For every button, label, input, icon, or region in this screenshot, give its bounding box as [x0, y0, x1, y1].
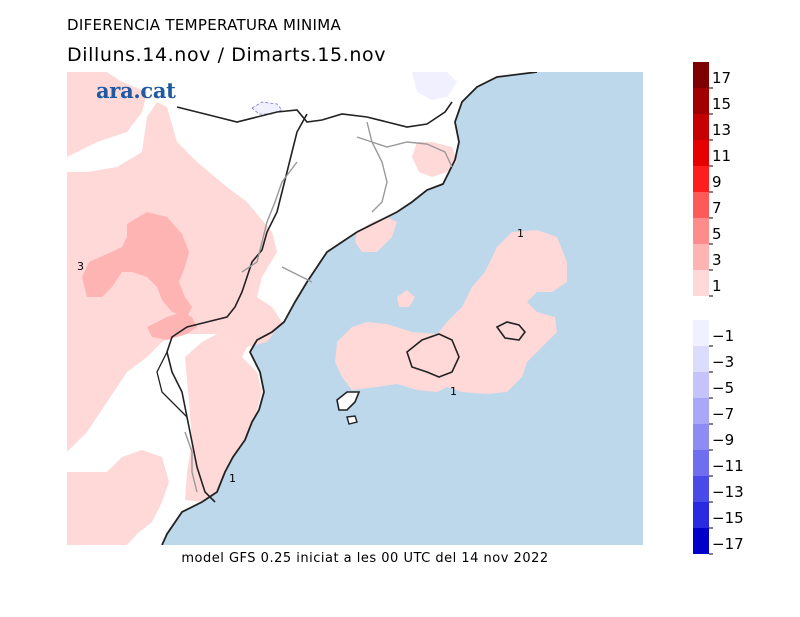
color-legend: 17 15 13 11 9 7 5 3 1 −1 −3 −5 −7 −9 −11 −13 −15 −17: [693, 62, 744, 555]
legend-swatch-positive-3: [693, 140, 709, 166]
legend-swatch-positive-5: [693, 192, 709, 218]
legend-swatch-negative-5: [693, 450, 709, 476]
legend-label-negative-0: −1: [712, 327, 734, 345]
anomaly-region-minus1-north: [412, 72, 457, 100]
legend-negative-scale: −1 −3 −5 −7 −9 −11 −13 −15 −17: [693, 320, 744, 555]
temperature-difference-map: 1 1 1 3: [67, 72, 643, 545]
anomaly-region-plus1-southwest: [67, 450, 169, 545]
contour-label-plus1-east: 1: [517, 227, 524, 240]
contour-label-plus1-south: 1: [450, 385, 457, 398]
border-catalonia-west: [166, 113, 308, 503]
legend-label-negative-2: −5: [712, 379, 734, 397]
legend-swatch-negative-1: [693, 346, 709, 372]
legend-swatch-negative-3: [693, 398, 709, 424]
model-caption: model GFS 0.25 iniciat a les 00 UTC del …: [181, 551, 549, 566]
legend-swatch-negative-4: [693, 424, 709, 450]
legend-swatch-negative-7: [693, 502, 709, 528]
coastline: [161, 72, 538, 545]
anomaly-region-plus1-north: [67, 72, 147, 157]
legend-label-positive-3: 11: [712, 147, 731, 165]
legend-label-positive-8: 1: [712, 277, 722, 295]
contour-label-plus3-west: 3: [77, 260, 84, 273]
legend-label-negative-1: −3: [712, 353, 734, 371]
legend-swatch-positive-2: [693, 114, 709, 140]
brand-logo: ara.cat: [96, 78, 176, 103]
anomaly-region-plus1-small: [397, 290, 415, 307]
legend-label-positive-2: 13: [712, 121, 731, 139]
legend-swatch-negative-8: [693, 528, 709, 554]
date-range-subtitle: Dilluns.14.nov / Dimarts.15.nov: [67, 44, 387, 66]
anomaly-region-plus1-east: [412, 142, 457, 177]
border-france: [176, 101, 453, 128]
map-title: DIFERENCIA TEMPERATURA MINIMA: [67, 16, 342, 34]
legend-label-negative-7: −15: [712, 509, 744, 527]
anomaly-region-plus1-coast: [185, 334, 262, 502]
legend-label-negative-6: −13: [712, 483, 744, 501]
island-formentera: [346, 415, 358, 425]
island-menorca: [495, 321, 527, 341]
legend-label-positive-5: 7: [712, 199, 722, 217]
legend-swatch-negative-6: [693, 476, 709, 502]
anomaly-region-plus1-gulf: [355, 217, 397, 252]
anomaly-region-plus1-balearic: [335, 230, 567, 394]
legend-swatch-positive-0: [693, 62, 709, 88]
legend-label-positive-6: 5: [712, 225, 722, 243]
legend-label-positive-1: 15: [712, 95, 731, 113]
anomaly-region-minus1-small: [251, 101, 283, 115]
border-region-grey: [184, 121, 453, 493]
legend-swatch-positive-7: [693, 244, 709, 270]
anomaly-region-plus3-center: [147, 312, 197, 340]
legend-label-negative-3: −7: [712, 405, 734, 423]
legend-positive-scale: 17 15 13 11 9 7 5 3 1: [693, 62, 731, 297]
legend-label-negative-4: −9: [712, 431, 734, 449]
sea-area: [162, 72, 643, 545]
contour-label-plus1-coast: 1: [229, 472, 236, 485]
legend-swatch-positive-6: [693, 218, 709, 244]
legend-label-positive-0: 17: [712, 69, 731, 87]
legend-label-negative-5: −11: [712, 457, 744, 475]
legend-swatch-positive-8: [693, 270, 709, 296]
island-mallorca: [406, 333, 460, 378]
legend-swatch-positive-1: [693, 88, 709, 114]
legend-swatch-negative-0: [693, 320, 709, 346]
anomaly-region-plus3-west: [82, 212, 192, 317]
legend-label-positive-7: 3: [712, 251, 722, 269]
legend-swatch-negative-2: [693, 372, 709, 398]
legend-label-positive-4: 9: [712, 173, 722, 191]
border-interior: [156, 351, 188, 418]
legend-swatch-positive-4: [693, 166, 709, 192]
island-ibiza: [336, 391, 361, 411]
legend-label-negative-8: −17: [712, 535, 744, 553]
